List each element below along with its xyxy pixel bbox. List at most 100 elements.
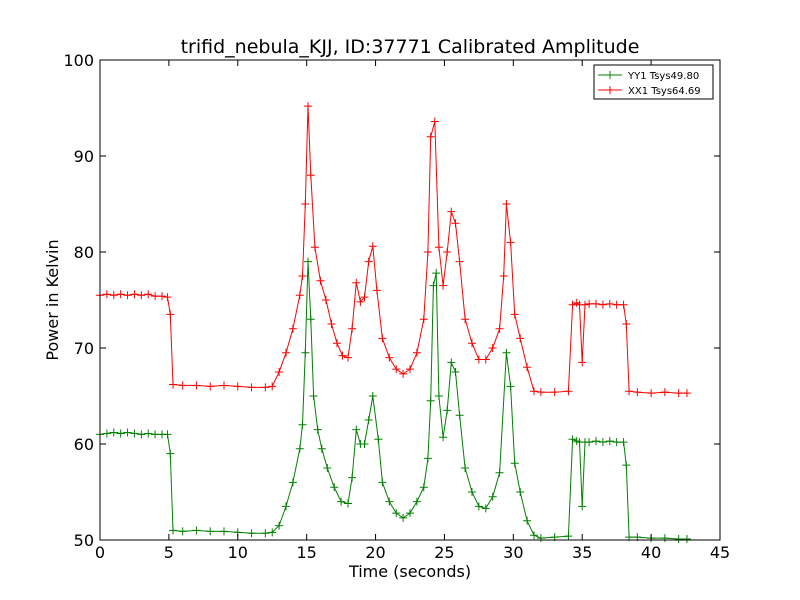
data-point — [169, 526, 178, 535]
data-point — [123, 291, 132, 300]
data-point — [306, 315, 315, 324]
data-point — [423, 454, 432, 463]
data-point — [502, 200, 511, 208]
data-point — [163, 430, 172, 439]
data-point — [166, 310, 175, 319]
data-point — [516, 488, 525, 496]
legend-item: YY1 Tsys49.80 — [598, 71, 699, 82]
data-point — [523, 363, 532, 372]
data-point — [338, 351, 347, 360]
data-point — [625, 387, 634, 396]
data-point — [605, 437, 614, 446]
data-point — [674, 535, 683, 544]
data-point — [163, 293, 172, 302]
data-point — [455, 257, 464, 266]
data-point — [192, 381, 201, 390]
data-point — [151, 430, 160, 439]
legend-marker — [606, 71, 614, 79]
data-point — [568, 435, 577, 444]
data-point — [660, 388, 669, 397]
data-point — [523, 516, 532, 525]
x-tick-label: 5 — [164, 543, 174, 562]
data-point — [137, 430, 146, 439]
data-point — [510, 459, 519, 468]
data-point — [468, 339, 476, 348]
data-point — [130, 290, 139, 299]
data-point — [495, 324, 504, 333]
data-point — [406, 365, 414, 374]
data-point — [337, 497, 346, 506]
data-point — [282, 502, 290, 511]
data-point — [506, 238, 515, 247]
data-point — [622, 320, 631, 328]
plot-frame — [99, 59, 721, 541]
data-point — [102, 290, 111, 299]
data-point — [461, 464, 470, 472]
data-point — [169, 380, 178, 389]
data-point — [598, 438, 607, 447]
data-point — [206, 527, 215, 536]
legend-marker — [606, 86, 614, 94]
data-point — [123, 428, 132, 437]
data-point — [461, 315, 470, 324]
data-point — [348, 473, 357, 482]
data-point — [313, 425, 322, 434]
data-point — [275, 521, 284, 530]
data-point — [585, 299, 594, 308]
data-point — [506, 382, 515, 391]
data-point — [451, 219, 460, 228]
data-point — [564, 387, 573, 396]
data-point — [378, 334, 387, 343]
data-point — [619, 300, 628, 309]
data-point — [158, 292, 166, 301]
y-tick-label: 70 — [74, 339, 94, 358]
data-point — [536, 388, 545, 397]
data-point — [298, 420, 307, 429]
data-point — [144, 429, 153, 438]
data-point — [295, 444, 304, 453]
data-point — [344, 499, 352, 508]
data-point — [206, 382, 215, 391]
y-tick-label: 100 — [63, 51, 94, 70]
data-point — [385, 497, 394, 506]
data-point — [406, 509, 414, 518]
data-point — [151, 292, 160, 301]
data-point — [605, 299, 614, 308]
data-point — [434, 392, 443, 400]
series-1 — [96, 257, 691, 544]
chart-title: trifid_nebula_KJJ, ID:37771 Calibrated A… — [181, 36, 640, 58]
data-point — [580, 300, 589, 309]
data-point — [360, 440, 369, 448]
data-point — [332, 339, 341, 348]
data-point — [137, 291, 146, 300]
data-point — [178, 381, 187, 390]
data-point — [364, 257, 373, 266]
data-point — [109, 291, 118, 300]
data-point — [301, 200, 310, 208]
x-tick-label: 30 — [503, 543, 523, 562]
data-point — [306, 171, 315, 180]
data-point — [481, 504, 490, 513]
legend-box — [593, 64, 714, 100]
data-point — [304, 257, 313, 266]
x-tick-label: 0 — [95, 543, 105, 562]
data-point — [330, 483, 339, 492]
data-point — [585, 438, 594, 447]
x-tick-label: 45 — [710, 543, 730, 562]
data-point — [364, 416, 373, 424]
data-point — [426, 396, 435, 405]
data-point — [378, 478, 387, 487]
data-point — [233, 382, 242, 391]
x-tick-label: 35 — [572, 543, 592, 562]
data-point — [288, 478, 297, 487]
data-point — [220, 381, 228, 390]
data-point — [432, 269, 441, 278]
data-point — [423, 248, 432, 256]
data-point — [344, 353, 352, 362]
x-tick-label: 20 — [365, 543, 385, 562]
data-point — [360, 293, 369, 302]
x-tick-label: 40 — [641, 543, 661, 562]
data-point — [488, 344, 497, 352]
y-tick-label: 60 — [74, 435, 94, 454]
data-point — [301, 348, 310, 357]
